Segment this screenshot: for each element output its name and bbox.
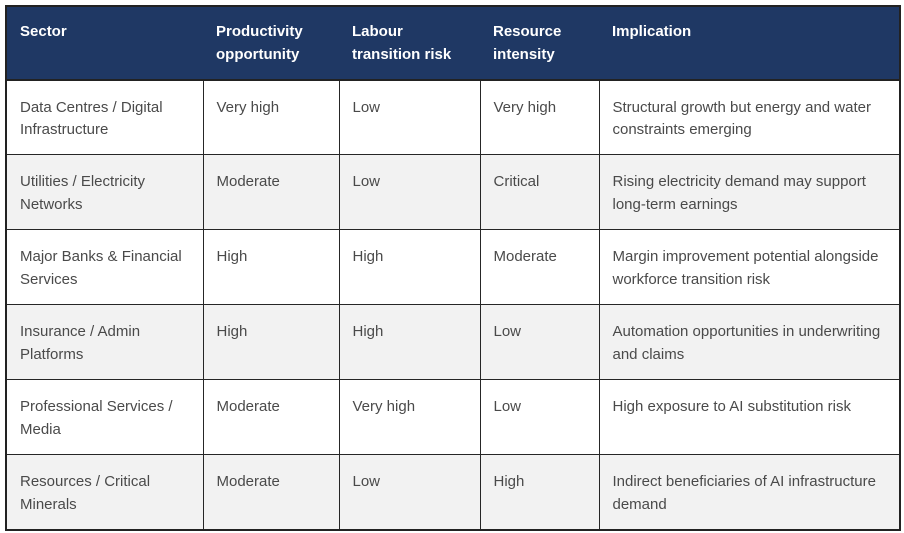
table-body: Data Centres / Digital Infrastructure Ve… <box>5 79 901 530</box>
cell-sector: Major Banks & Financial Services <box>5 229 204 305</box>
cell-implication: Structural growth but energy and water c… <box>598 79 901 155</box>
cell-resource: Moderate <box>479 229 600 305</box>
cell-implication: High exposure to AI substitution risk <box>598 379 901 455</box>
cell-implication: Automation opportunities in underwriting… <box>598 304 901 380</box>
cell-resource: Very high <box>479 79 600 155</box>
table-row: Resources / Critical Minerals Moderate L… <box>5 454 901 530</box>
table-row: Utilities / Electricity Networks Moderat… <box>5 154 901 230</box>
header-row: Sector Productivity opportunity Labour t… <box>6 6 900 81</box>
table-row: Major Banks & Financial Services High Hi… <box>5 229 901 305</box>
cell-labour: High <box>338 304 481 380</box>
table-row: Professional Services / Media Moderate V… <box>5 379 901 455</box>
column-header-sector: Sector <box>6 6 203 81</box>
cell-labour: Low <box>338 154 481 230</box>
cell-productivity: High <box>202 304 340 380</box>
cell-resource: High <box>479 454 600 530</box>
cell-productivity: Moderate <box>202 379 340 455</box>
cell-productivity: Moderate <box>202 154 340 230</box>
cell-sector: Data Centres / Digital Infrastructure <box>5 79 204 155</box>
cell-implication: Indirect beneficiaries of AI infrastruct… <box>598 454 901 530</box>
cell-productivity: Very high <box>202 79 340 155</box>
cell-sector: Insurance / Admin Platforms <box>5 304 204 380</box>
column-header-resource-intensity: Resource intensity <box>480 6 599 81</box>
cell-sector: Professional Services / Media <box>5 379 204 455</box>
sector-ai-impact-table: Sector Productivity opportunity Labour t… <box>5 5 901 531</box>
cell-labour: Very high <box>338 379 481 455</box>
column-header-productivity-opportunity: Productivity opportunity <box>203 6 339 81</box>
cell-labour: Low <box>338 79 481 155</box>
cell-implication: Margin improvement potential alongside w… <box>598 229 901 305</box>
cell-labour: Low <box>338 454 481 530</box>
table-header: Sector Productivity opportunity Labour t… <box>6 6 900 81</box>
cell-labour: High <box>338 229 481 305</box>
cell-resource: Low <box>479 304 600 380</box>
cell-productivity: Moderate <box>202 454 340 530</box>
cell-productivity: High <box>202 229 340 305</box>
table-row: Data Centres / Digital Infrastructure Ve… <box>5 79 901 155</box>
column-header-labour-transition-risk: Labour transition risk <box>339 6 480 81</box>
column-header-implication: Implication <box>599 6 900 81</box>
sector-ai-impact-table-container: Sector Productivity opportunity Labour t… <box>5 5 901 531</box>
cell-implication: Rising electricity demand may support lo… <box>598 154 901 230</box>
cell-resource: Critical <box>479 154 600 230</box>
cell-resource: Low <box>479 379 600 455</box>
cell-sector: Resources / Critical Minerals <box>5 454 204 530</box>
cell-sector: Utilities / Electricity Networks <box>5 154 204 230</box>
table-row: Insurance / Admin Platforms High High Lo… <box>5 304 901 380</box>
